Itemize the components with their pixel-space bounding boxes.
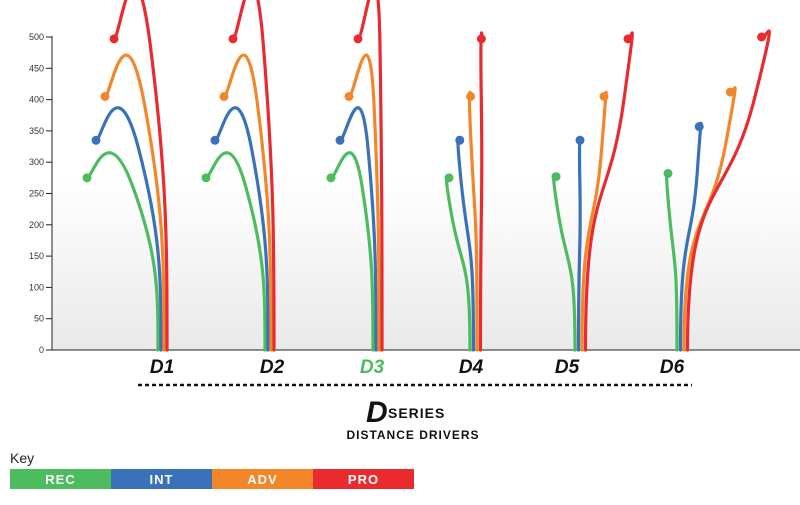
flight-endpoint-pro-d1: [109, 34, 119, 44]
flight-curve-rec-d2: [204, 151, 267, 352]
y-tick-label: 450: [29, 63, 44, 73]
series-word: SERIES: [388, 405, 445, 421]
flight-curve-rec-d1: [85, 151, 160, 352]
series-logo-letter: D: [366, 396, 388, 429]
y-tick-label: 100: [29, 282, 44, 292]
flight-endpoint-int-d5: [575, 135, 585, 145]
flight-endpoint-rec-d1: [82, 173, 92, 183]
flight-endpoint-pro-d6: [757, 32, 767, 42]
flight-endpoint-int-d1: [91, 135, 101, 145]
y-tick-label: 200: [29, 220, 44, 230]
y-axis-ticks: 0 50 100 150 200 250 300 350 400 450 500: [29, 32, 52, 355]
y-tick-label: 50: [34, 314, 44, 324]
flight-endpoint-adv-d4: [466, 91, 476, 101]
flight-endpoint-rec-d3: [326, 173, 336, 183]
disc-label-d2: D2: [260, 357, 285, 378]
flight-endpoint-pro-d4: [476, 34, 486, 44]
flight-endpoint-adv-d6: [725, 87, 735, 97]
key-item-int: INT: [111, 469, 212, 489]
flight-endpoint-adv-d3: [344, 91, 354, 101]
flight-curve-int-d3: [338, 106, 378, 352]
flight-curve-pro-d3: [356, 0, 384, 352]
y-tick-label: 500: [29, 32, 44, 42]
disc-label-d1: D1: [150, 357, 174, 378]
flight-curve-int-d2: [213, 106, 270, 352]
y-tick-label: 400: [29, 95, 44, 105]
series-title: D SERIES DISTANCE DRIVERS: [346, 396, 479, 442]
disc-label-d6: D6: [660, 357, 685, 378]
y-tick-label: 150: [29, 251, 44, 261]
flight-curve-pro-d6: [685, 29, 771, 352]
key-item-rec: REC: [10, 469, 111, 489]
flight-endpoint-int-d6: [694, 122, 704, 132]
flight-curve-adv-d3: [347, 53, 381, 352]
flight-curve-pro-d2: [231, 0, 276, 352]
flight-curve-adv-d2: [222, 53, 273, 352]
flight-endpoint-adv-d2: [219, 91, 229, 101]
series-subtitle: DISTANCE DRIVERS: [346, 428, 479, 442]
key-legend: REC INT ADV PRO: [10, 469, 414, 489]
key-item-adv: ADV: [212, 469, 313, 489]
key-item-pro: PRO: [313, 469, 414, 489]
flight-endpoint-int-d4: [455, 135, 465, 145]
disc-label-d5: D5: [555, 357, 580, 378]
y-tick-label: 250: [29, 189, 44, 199]
flight-curve-pro-d5: [583, 31, 634, 352]
flight-endpoint-rec-d5: [551, 172, 561, 182]
flight-curve-pro-d1: [112, 0, 169, 352]
flight-curve-int-d1: [94, 106, 163, 352]
flight-curves: [82, 0, 771, 352]
flight-curve-adv-d6: [682, 86, 737, 352]
disc-labels: D1 D2 D3 D4 D5 D6: [150, 357, 685, 378]
flight-curve-pro-d4: [478, 31, 484, 352]
flight-endpoint-pro-d5: [623, 34, 633, 44]
disc-label-d4: D4: [459, 357, 484, 378]
flight-endpoint-int-d2: [210, 135, 220, 145]
y-tick-label: 350: [29, 126, 44, 136]
flight-endpoint-adv-d1: [100, 91, 110, 101]
flight-endpoint-rec-d4: [444, 173, 454, 183]
flight-curve-rec-d3: [329, 151, 375, 352]
disc-label-d3: D3: [360, 357, 385, 378]
y-tick-label: 0: [39, 345, 44, 355]
flight-endpoint-int-d3: [335, 135, 345, 145]
key-title: Key: [10, 450, 35, 466]
flight-endpoint-pro-d3: [353, 34, 363, 44]
flight-curve-adv-d1: [103, 53, 166, 352]
flight-endpoint-rec-d6: [663, 168, 673, 178]
flight-endpoint-pro-d2: [228, 34, 238, 44]
y-tick-label: 300: [29, 157, 44, 167]
flight-endpoint-adv-d5: [599, 91, 609, 101]
flight-endpoint-rec-d2: [201, 173, 211, 183]
